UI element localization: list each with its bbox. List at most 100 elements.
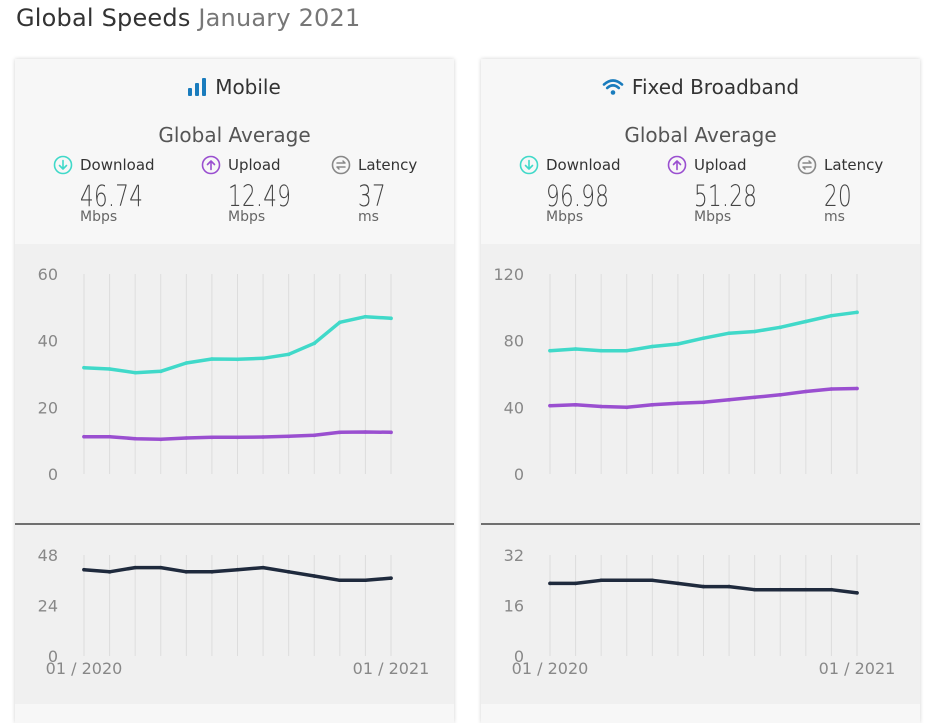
mobile-average-title: Global Average (158, 123, 311, 147)
fixed-speed-upload-point[interactable] (855, 386, 859, 391)
fixed-speed-download-point[interactable] (548, 348, 552, 353)
fixed-latency-latency-point[interactable] (676, 581, 680, 586)
fixed-speed-upload-point[interactable] (650, 403, 655, 407)
fixed-speed-download-point[interactable] (829, 313, 834, 318)
mobile-latency-latency-point[interactable] (235, 567, 240, 572)
mobile-latency-x-tick-label: 01 / 2020 (46, 659, 123, 678)
fixed-latency-latency-point[interactable] (650, 578, 655, 583)
fixed-speed-download-point[interactable] (752, 329, 757, 334)
mobile-speed-upload-point[interactable] (363, 430, 368, 434)
fixed-latency-label: Latency (824, 156, 884, 174)
fixed-speed-upload-point[interactable] (727, 398, 731, 402)
fixed-speed-upload-point[interactable] (701, 400, 706, 405)
fixed-speed-download-point[interactable] (676, 342, 680, 346)
fixed-speed-upload-point[interactable] (804, 389, 808, 394)
mobile-speed-download-point[interactable] (158, 369, 163, 374)
fixed-speed-download-point[interactable] (573, 347, 578, 351)
mobile-speed-upload-point[interactable] (158, 437, 163, 442)
fixed-average-title: Global Average (624, 123, 777, 147)
fixed-speed-download-point[interactable] (855, 310, 859, 315)
mobile-speed-download-point[interactable] (133, 370, 137, 375)
fixed-latency-y-tick-label: 16 (504, 597, 524, 616)
mobile-speed-download-point[interactable] (184, 361, 189, 365)
mobile-latency-latency-point[interactable] (158, 565, 163, 570)
mobile-speed-upload-point[interactable] (312, 433, 317, 438)
fixed-speed-upload-point[interactable] (548, 403, 552, 408)
fixed-download-value: 96.98 (546, 179, 610, 213)
fixed-speed-download-point[interactable] (599, 348, 603, 353)
mobile-speed-download-point[interactable] (389, 316, 393, 321)
fixed-speed-upload-point[interactable] (624, 405, 629, 410)
upload-arrow-icon (667, 155, 687, 175)
mobile-speed-download-point[interactable] (261, 356, 265, 361)
fixed-speed-upload-point[interactable] (573, 403, 578, 407)
mobile-latency-latency-point[interactable] (338, 578, 342, 583)
mobile-download-value: 46.74 (80, 179, 144, 213)
mobile-latency-latency-point[interactable] (107, 570, 112, 574)
fixed-speed-upload-point[interactable] (676, 401, 680, 405)
fixed-speed-download-point[interactable] (727, 331, 731, 335)
latency-icon (797, 155, 817, 175)
mobile-latency-latency-point[interactable] (389, 576, 393, 580)
mobile-speed-download-point[interactable] (235, 357, 240, 362)
fixed-latency-latency-point[interactable] (752, 587, 757, 592)
mobile-speed-upload-point[interactable] (133, 436, 137, 441)
page-title: Global Speeds January 2021 (16, 4, 360, 32)
mobile-speed-upload-point[interactable] (338, 430, 342, 435)
fixed-speed-download-point[interactable] (778, 325, 783, 330)
fixed-latency-latency-point[interactable] (727, 584, 731, 589)
fixed-speed-download-point[interactable] (624, 348, 629, 353)
mobile-speed-upload-point[interactable] (210, 435, 214, 440)
mobile-speed-download-point[interactable] (82, 365, 86, 370)
mobile-speed-download-point[interactable] (210, 357, 214, 361)
fixed-latency-latency-point[interactable] (778, 587, 783, 592)
mobile-speed-download-point[interactable] (312, 341, 317, 346)
mobile-latency-latency-point[interactable] (312, 574, 317, 578)
mobile-upload-label: Upload (228, 156, 281, 174)
fixed-speed-upload-point[interactable] (752, 395, 757, 400)
mobile-speed-upload-point[interactable] (107, 434, 112, 439)
fixed-speed-download-point[interactable] (650, 344, 655, 349)
mobile-speed-upload-point[interactable] (261, 435, 265, 439)
fixed-speed-download-point[interactable] (804, 319, 808, 324)
mobile-latency-latency-point[interactable] (82, 567, 86, 572)
fixed-speed-download-point[interactable] (701, 336, 706, 340)
fixed-latency-latency-point[interactable] (701, 584, 706, 589)
fixed-speed-upload-point[interactable] (829, 387, 834, 391)
mobile-latency-latency-point[interactable] (133, 565, 137, 570)
fixed-speed-y-tick-label: 120 (493, 265, 524, 284)
mobile-speed-upload-point[interactable] (389, 430, 393, 435)
fixed-speed-upload-point[interactable] (778, 393, 783, 397)
download-arrow-icon (519, 155, 539, 175)
mobile-latency-x-tick-label: 01 / 2021 (353, 659, 430, 678)
mobile-download-metric: Download 46.74 Mbps (53, 155, 183, 225)
fixed-latency-latency-point[interactable] (829, 587, 834, 592)
fixed-speed-upload-point[interactable] (599, 404, 603, 409)
fixed-latency-latency-point[interactable] (548, 581, 552, 586)
mobile-speed-download-point[interactable] (363, 314, 368, 319)
fixed-latency-y-tick-label: 32 (504, 546, 524, 565)
mobile-speed-download-point[interactable] (286, 352, 291, 357)
mobile-latency-latency-point[interactable] (286, 570, 291, 574)
mobile-latency-latency-point[interactable] (363, 578, 368, 583)
fixed-speed-y-tick-label: 40 (504, 398, 524, 417)
mobile-speed-upload-point[interactable] (286, 434, 291, 439)
fixed-card-title: Fixed Broadband (631, 75, 800, 99)
latency-icon (331, 155, 351, 175)
mobile-latency-latency-point[interactable] (210, 570, 214, 574)
mobile-speed-download-point[interactable] (338, 320, 342, 325)
mobile-speed-upload-point[interactable] (235, 435, 240, 440)
mobile-speed-upload-point[interactable] (184, 436, 189, 440)
mobile-speed-upload-point[interactable] (82, 434, 86, 439)
fixed-latency-latency-point[interactable] (573, 581, 578, 586)
fixed-latency-latency-point[interactable] (599, 578, 603, 583)
mobile-speed-download-point[interactable] (107, 367, 112, 371)
mobile-latency-latency-point[interactable] (261, 565, 265, 570)
fixed-latency-latency-point[interactable] (624, 578, 629, 583)
fixed-latency-metric: Latency 20 ms (797, 155, 920, 225)
page-title-main: Global Speeds (16, 4, 191, 32)
fixed-upload-value: 51.28 (694, 179, 758, 213)
mobile-latency-latency-point[interactable] (184, 570, 189, 574)
fixed-latency-latency-point[interactable] (804, 587, 808, 592)
fixed-latency-latency-point[interactable] (855, 591, 859, 595)
